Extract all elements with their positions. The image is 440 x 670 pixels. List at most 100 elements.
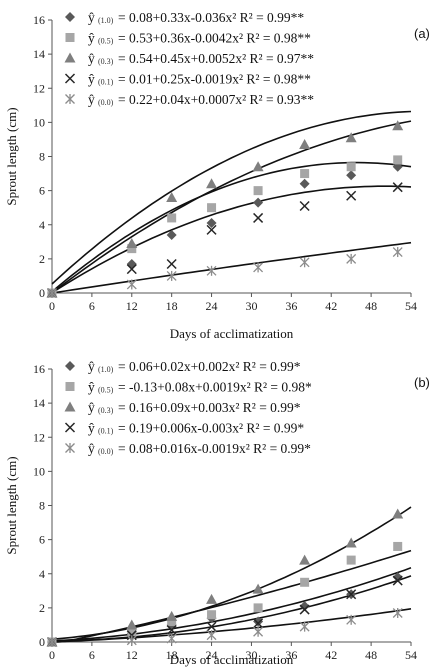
data-point: [253, 186, 263, 196]
legend-yhat: ŷ: [88, 31, 95, 46]
x-tick-label: 42: [325, 299, 337, 313]
y-tick-label: 6: [39, 184, 45, 198]
legend-yhat: ŷ: [88, 441, 95, 456]
legend-subscript: (0.5): [98, 386, 114, 395]
y-tick-label: 10: [33, 115, 45, 129]
legend-equation: = 0.54+0.45x+0.0052x² R² = 0.97**: [118, 51, 314, 66]
y-tick-label: 8: [39, 150, 45, 164]
legend-entry: ŷ (0.3) = 0.16+0.09x+0.003x² R² = 0.99*: [64, 400, 301, 415]
legend-marker: [64, 52, 76, 63]
legend-yhat: ŷ: [88, 380, 95, 395]
y-tick-label: 0: [39, 635, 45, 649]
legend-yhat: ŷ: [88, 400, 95, 415]
x-tick-label: 0: [49, 299, 55, 313]
data-point: [346, 555, 356, 565]
legend-subscript: (0.0): [98, 98, 114, 107]
legend-equation: = 0.19+0.006x-0.003x² R² = 0.99*: [118, 421, 304, 436]
panel-label: (b): [414, 375, 430, 390]
data-point: [392, 247, 403, 258]
data-point: [166, 270, 177, 281]
x-tick-label: 36: [285, 299, 297, 313]
legend-equation: = 0.01+0.25x-0.0019x² R² = 0.98**: [118, 72, 311, 87]
data-point: [253, 212, 264, 223]
legend-subscript: (0.1): [98, 427, 114, 436]
data-point: [299, 178, 310, 189]
series-points-2: [46, 508, 404, 647]
data-point: [253, 616, 264, 627]
series-points-4: [47, 607, 403, 647]
data-point: [167, 213, 177, 223]
legend-equation: = -0.13+0.08x+0.0019x² R² = 0.98*: [118, 380, 312, 395]
x-tick-label: 48: [365, 299, 377, 313]
data-point: [392, 575, 403, 586]
fit-curve-3: [51, 185, 412, 294]
y-tick-label: 16: [33, 362, 45, 376]
y-tick-label: 16: [33, 13, 45, 27]
x-axis-label: Days of acclimatization: [170, 652, 294, 667]
legend-equation: = 0.53+0.36x-0.0042x² R² = 0.98**: [118, 31, 311, 46]
y-tick-label: 2: [39, 252, 45, 266]
y-tick-label: 12: [33, 81, 45, 95]
y-tick-label: 6: [39, 533, 45, 547]
data-point: [206, 224, 217, 235]
data-point: [166, 191, 178, 202]
legend-equation: = 0.06+0.02x+0.002x² R² = 0.99*: [118, 359, 301, 374]
legend: ŷ (1.0) = 0.08+0.33x-0.036x² R² = 0.99**ŷ(…: [64, 10, 314, 107]
y-axis-label: Sprout length (cm): [4, 107, 19, 205]
legend-subscript: (1.0): [98, 365, 114, 374]
data-point: [300, 577, 310, 587]
legend-subscript: (0.5): [98, 37, 114, 46]
data-point: [253, 603, 263, 613]
y-tick-label: 4: [39, 567, 45, 581]
x-tick-label: 30: [245, 299, 257, 313]
data-point: [206, 630, 217, 641]
x-tick-label: 54: [405, 648, 417, 662]
data-point: [392, 572, 403, 583]
data-point: [392, 508, 404, 519]
data-point: [166, 610, 178, 621]
x-tick-label: 48: [365, 648, 377, 662]
data-point: [126, 258, 137, 269]
data-point: [346, 589, 357, 600]
legend-equation: = 0.08+0.33x-0.036x² R² = 0.99**: [118, 10, 304, 25]
data-point: [299, 200, 310, 212]
data-point: [166, 625, 177, 636]
data-point: [253, 618, 264, 629]
data-point: [299, 621, 310, 632]
panel-label: (a): [414, 26, 430, 41]
y-tick-label: 8: [39, 499, 45, 513]
data-point: [166, 633, 177, 644]
data-point: [253, 626, 264, 637]
legend-subscript: (1.0): [98, 16, 114, 25]
x-axis-label: Days of acclimatization: [170, 326, 294, 341]
fit-curve-4: [51, 241, 412, 294]
data-point: [346, 190, 357, 201]
data-point: [346, 253, 357, 264]
fit-curve-1: [52, 549, 412, 643]
legend-marker: [65, 361, 75, 371]
legend-equation: = 0.16+0.09x+0.003x² R² = 0.99*: [118, 400, 301, 415]
data-point: [126, 279, 137, 290]
legend-yhat: ŷ: [88, 421, 95, 436]
x-tick-label: 42: [325, 648, 337, 662]
legend-entry: ŷ (1.0) = 0.08+0.33x-0.036x² R² = 0.99**: [65, 10, 304, 25]
data-point: [166, 258, 177, 270]
data-point: [299, 604, 310, 615]
fit-curve-0: [51, 161, 412, 293]
data-point: [206, 593, 218, 604]
data-point: [252, 161, 264, 172]
x-tick-label: 24: [206, 299, 218, 313]
data-point: [392, 120, 404, 131]
legend-entry: ŷ (1.0) = 0.06+0.02x+0.002x² R² = 0.99*: [65, 359, 301, 374]
y-tick-label: 4: [39, 218, 45, 232]
data-point: [207, 203, 217, 213]
legend-marker: [65, 382, 75, 391]
legend-entry: ŷ (0.5) = -0.13+0.08x+0.0019x² R² = 0.98*: [65, 380, 312, 395]
y-tick-label: 14: [33, 47, 45, 61]
data-point: [126, 238, 138, 249]
x-tick-label: 12: [126, 648, 138, 662]
legend-subscript: (0.3): [98, 57, 114, 66]
data-point: [253, 262, 264, 273]
data-point: [393, 541, 403, 551]
